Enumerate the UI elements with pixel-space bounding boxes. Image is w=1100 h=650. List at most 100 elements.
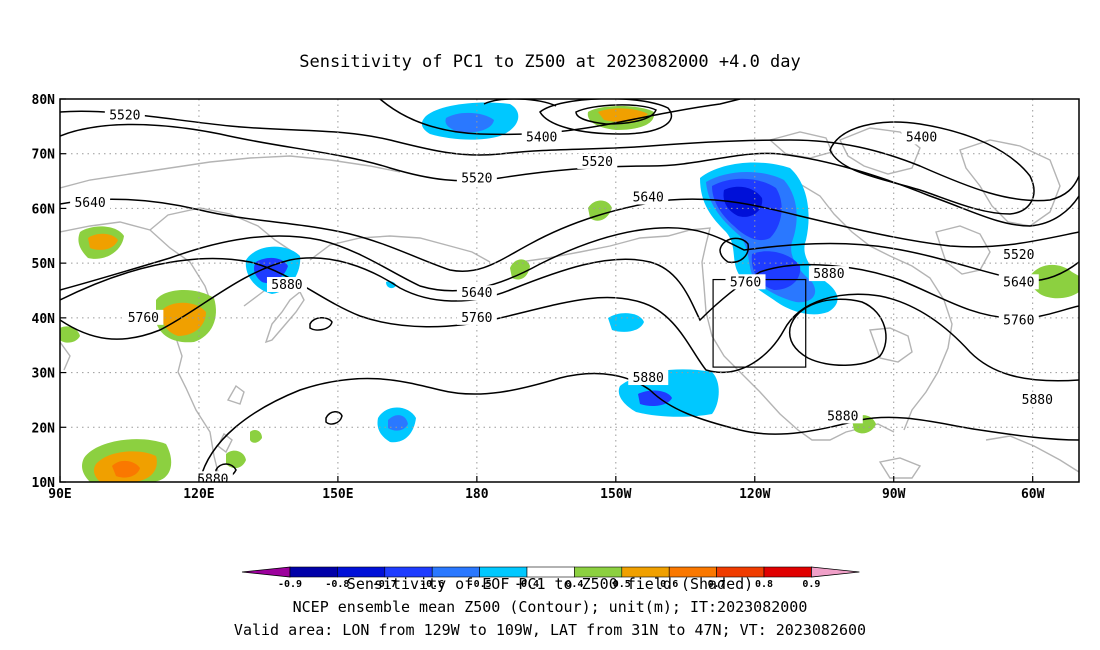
- x-tick-label: 180: [465, 487, 489, 502]
- shade-pacific-small: [386, 281, 396, 289]
- contour-label: 5880: [271, 278, 302, 293]
- contour-label: 5520: [109, 108, 140, 123]
- shade-pacific-blue: [638, 390, 672, 406]
- contour-label: 5880: [1022, 393, 1053, 408]
- contour-label: 5640: [461, 286, 492, 301]
- contour-label-bg: [822, 408, 863, 424]
- map-panel: 5520 5400 5520 5400 5520 5640 5640 5520 5640 5760…: [60, 99, 1079, 487]
- shade-green-tw: [250, 430, 262, 443]
- colorbar-label: -0.5: [468, 579, 492, 590]
- colorbar-low-arrow: [241, 566, 291, 578]
- contour-small2: [325, 411, 343, 425]
- shade-india-orange: [88, 233, 118, 250]
- contour-label: 5760: [461, 311, 492, 326]
- contour-label-bg: [266, 277, 307, 293]
- contour-label-bg: [998, 246, 1039, 262]
- contour-label: 5640: [74, 196, 105, 211]
- colorbar-label: 0.4: [565, 579, 583, 590]
- contour-5520-north: [60, 110, 1079, 202]
- colorbar-label: 0.5: [613, 579, 631, 590]
- contour-label-bg: [521, 129, 562, 145]
- colorbar-label: -0.9: [278, 579, 302, 590]
- shade-scs-redorange: [112, 460, 140, 478]
- colorbar-high-arrow: [811, 566, 860, 578]
- colorbar-label: -0.4: [515, 579, 539, 590]
- contour-label-bg: [808, 266, 849, 282]
- map-background: [60, 99, 1079, 482]
- contour-5880-north: [60, 257, 1079, 382]
- contour-low-bc: [719, 237, 749, 264]
- contour-label: 5640: [1003, 275, 1034, 290]
- contour-high-se: [788, 298, 887, 366]
- contour-ring-arctic3: [575, 104, 657, 125]
- shade-japan-blue: [254, 257, 288, 284]
- contour-label-bg: [998, 312, 1039, 328]
- contour-small1: [309, 317, 333, 331]
- contour-label-bg: [1017, 391, 1058, 407]
- x-tick-label: 150W: [600, 487, 631, 502]
- contour-label: 5760: [1003, 314, 1034, 329]
- contour-label: 5640: [633, 190, 664, 205]
- contour-label-bg: [725, 274, 766, 290]
- contour-label: 5400: [526, 130, 557, 145]
- colorbar-segment: [289, 566, 338, 578]
- x-tick-label: 120E: [183, 487, 214, 502]
- shade-green-bering: [588, 200, 612, 221]
- colorbar-label: -0.6: [420, 579, 444, 590]
- contour-5640: [60, 227, 1079, 292]
- contour-label-bg: [456, 170, 497, 186]
- footer-line-2: NCEP ensemble mean Z500 (Contour); unit(…: [293, 598, 808, 616]
- shade-green-aleutian: [510, 259, 530, 280]
- contour-label: 5520: [1003, 248, 1034, 263]
- axis-ticks: 90E 120E 150E 180 150W 120W 90W 60W 10N 20N 30N 40N…: [32, 93, 1045, 502]
- contour-5400-east: [829, 121, 1035, 215]
- contour-label: 5400: [906, 130, 937, 145]
- contour-5760: [60, 257, 1079, 340]
- y-tick-label: 60N: [32, 202, 56, 217]
- contour-label-bg: [628, 370, 669, 386]
- colorbar-label: 0.6: [660, 579, 678, 590]
- contour-label-bg: [70, 194, 111, 210]
- contour-label-bg: [123, 309, 164, 325]
- shade-arctic-blue: [445, 112, 494, 133]
- graticule: [60, 99, 1079, 482]
- contour-label: 5520: [461, 171, 492, 186]
- contour-5640-west: [60, 198, 1079, 272]
- shade-tropic-blue: [388, 415, 408, 431]
- y-tick-label: 40N: [32, 312, 56, 327]
- y-tick-label: 20N: [32, 421, 56, 436]
- contour-label-bg: [456, 309, 497, 325]
- z500-contours: [60, 99, 1079, 481]
- contour-label: 5880: [827, 409, 858, 424]
- shade-green-phil: [226, 450, 246, 469]
- contour-label-bg: [577, 153, 618, 169]
- contour-5880-south: [199, 372, 1079, 481]
- colorbar-segment: [763, 566, 812, 578]
- y-tick-label: 70N: [32, 148, 56, 163]
- x-tick-label: 150E: [322, 487, 353, 502]
- contour-5520: [60, 123, 1079, 227]
- colorbar-label: -0.8: [325, 579, 349, 590]
- y-tick-label: 30N: [32, 367, 56, 382]
- map-frame: [59, 98, 1080, 483]
- contour-label-bg: [456, 285, 497, 301]
- shade-green-atlantic: [1029, 264, 1079, 299]
- contour-label: 5520: [582, 155, 613, 170]
- contour-label: 5880: [633, 371, 664, 386]
- y-tick-label: 10N: [32, 476, 56, 491]
- colorbar-label: 0.9: [802, 579, 820, 590]
- footer-line-3: Valid area: LON from 129W to 109W, LAT f…: [234, 621, 866, 639]
- x-tick-label: 60W: [1021, 487, 1045, 502]
- contour-label: 5880: [197, 472, 228, 487]
- x-tick-label: 120W: [739, 487, 770, 502]
- contour-labels: 5520 5400 5520 5400 5520 5640 5640 5520 5640 5760…: [70, 107, 1058, 487]
- contour-label-bg: [104, 107, 145, 123]
- contour-label: 5760: [128, 311, 159, 326]
- y-tick-label: 50N: [32, 257, 56, 272]
- contour-label-bg: [628, 189, 669, 205]
- colorbar: -0.9 -0.8 -0.7 -0.6 -0.5 -0.4 0.4 0.5 0.6 0.7 0.8 0…: [241, 566, 860, 590]
- colorbar-label: 0.7: [708, 579, 726, 590]
- contour-label-bg: [998, 274, 1039, 290]
- shade-north-america-dark: [723, 186, 763, 217]
